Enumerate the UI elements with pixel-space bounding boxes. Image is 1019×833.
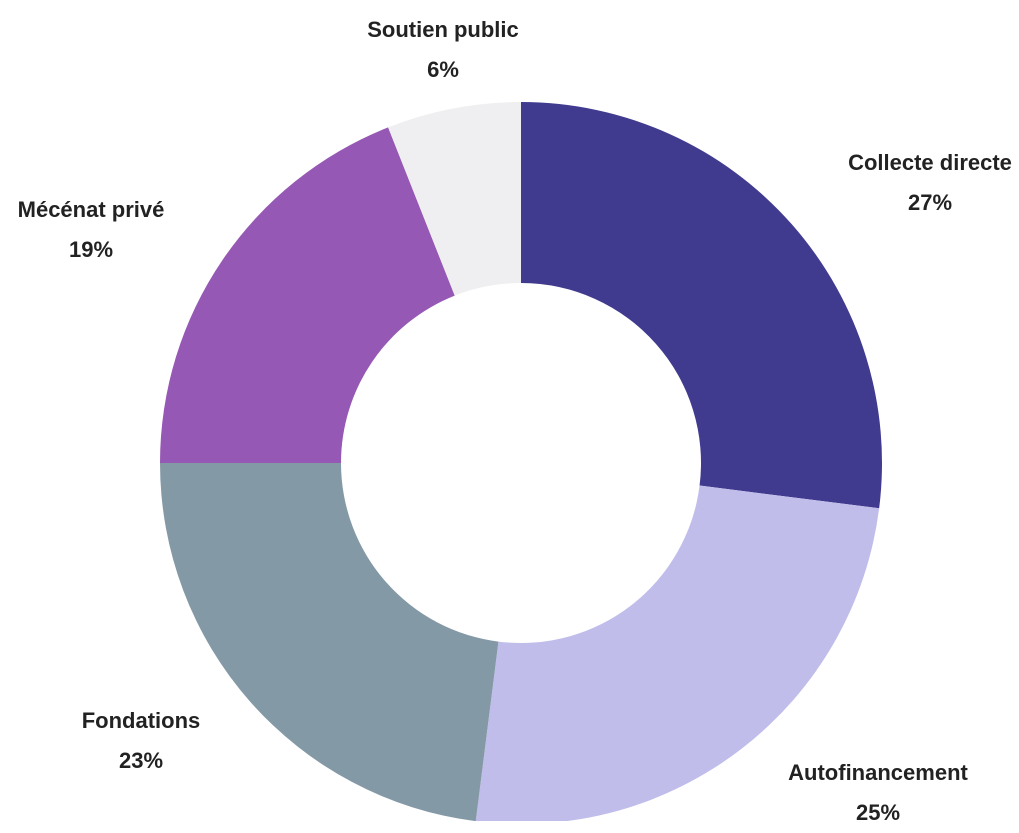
label-soutien-public: Soutien public 6% xyxy=(367,10,519,90)
label-mecenat-prive-name: Mécénat privé xyxy=(17,197,165,222)
label-fondations-value: 23% xyxy=(118,748,164,773)
label-mecenat-prive-value: 19% xyxy=(68,237,114,262)
label-fondations-name: Fondations xyxy=(81,708,201,733)
label-fondations: Fondations 23% xyxy=(82,701,201,781)
slice-autofinancement xyxy=(475,485,880,821)
label-mecenat-prive: Mécénat privé 19% xyxy=(18,190,165,270)
label-soutien-public-name: Soutien public xyxy=(367,17,519,42)
label-autofinancement-value: 25% xyxy=(855,800,901,825)
label-collecte-directe-value: 27% xyxy=(907,190,953,215)
label-autofinancement: Autofinancement 25% xyxy=(788,753,968,833)
label-autofinancement-name: Autofinancement xyxy=(788,760,968,785)
slice-mecenat-prive xyxy=(160,127,455,464)
label-collecte-directe-name: Collecte directe xyxy=(848,150,1012,175)
label-collecte-directe: Collecte directe 27% xyxy=(848,143,1012,223)
slice-collecte-directe xyxy=(521,102,882,509)
slice-soutien-public xyxy=(388,102,521,296)
label-soutien-public-value: 6% xyxy=(427,57,459,82)
slice-fondations xyxy=(160,463,499,821)
